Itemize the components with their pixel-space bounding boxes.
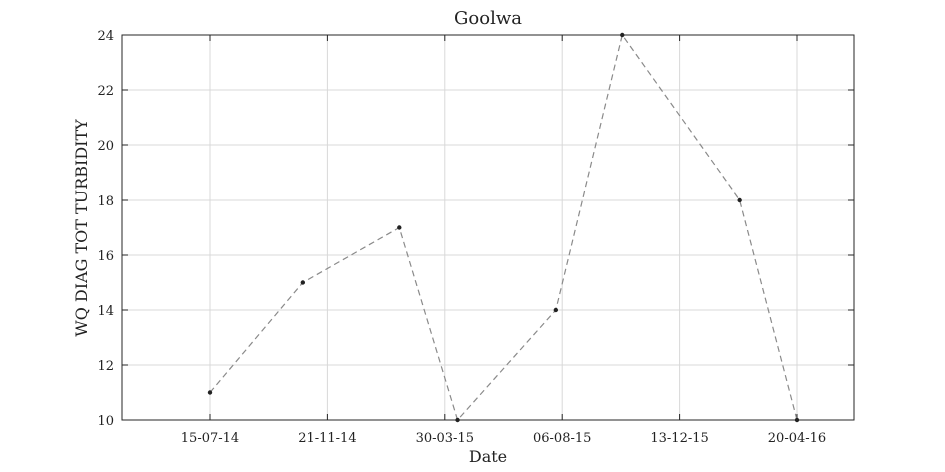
x-tick-label: 21-11-14 (298, 431, 356, 446)
x-tick-label: 20-04-16 (768, 431, 826, 446)
data-point (207, 390, 213, 395)
data-point (455, 417, 460, 423)
y-tick-label: 12 (97, 359, 114, 374)
data-point (737, 197, 742, 203)
y-tick-label: 10 (97, 414, 114, 429)
x-tick-label: 15-07-14 (181, 431, 239, 446)
ticks-layer: 15-07-14 21-11-14 30-03-15 06-08-15 13-12-15… (97, 29, 854, 446)
x-tick-label: 13-12-15 (650, 431, 708, 446)
data-point (300, 280, 306, 285)
y-tick-label: 18 (97, 194, 114, 209)
data-point (397, 225, 402, 230)
y-tick-label: 14 (97, 304, 114, 319)
plot-frame (121, 34, 855, 421)
x-tick-label: 30-03-15 (416, 431, 474, 446)
y-tick-label: 16 (97, 249, 114, 264)
series-line (209, 33, 798, 422)
data-point (620, 32, 625, 38)
y-tick-label: 22 (97, 84, 114, 99)
x-axis-label: Date (469, 447, 507, 466)
series-layer (207, 32, 800, 423)
data-point (794, 417, 800, 423)
y-tick-label: 20 (97, 139, 114, 154)
y-axis-label: WQ DIAG TOT TURBIDITY (72, 119, 91, 337)
data-point (553, 307, 559, 313)
chart-title: Goolwa (454, 8, 522, 29)
grid-layer (122, 34, 854, 421)
y-tick-label: 24 (97, 29, 114, 44)
x-tick-label: 06-08-15 (533, 431, 591, 446)
